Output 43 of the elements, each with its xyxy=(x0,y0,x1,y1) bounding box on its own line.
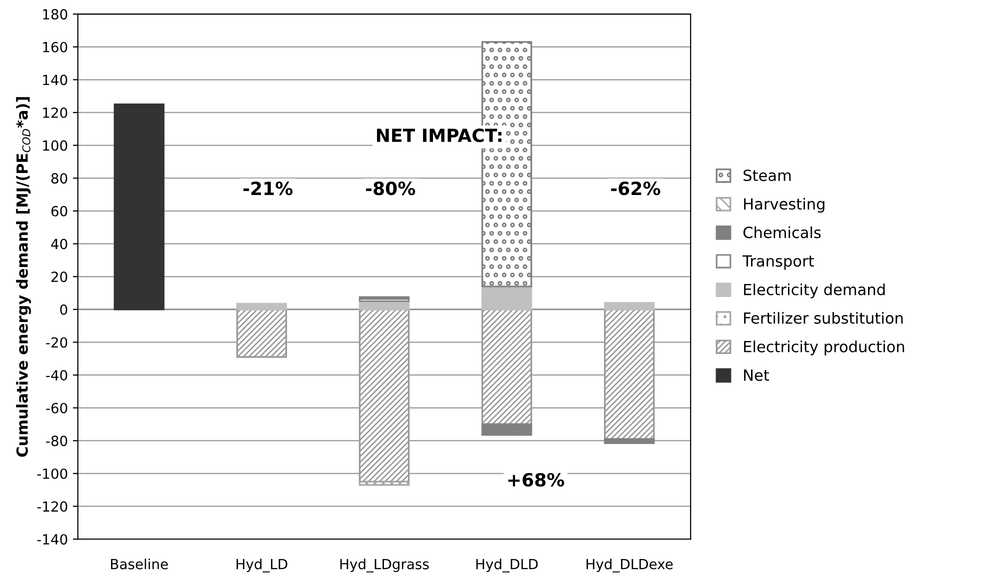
x-tick-label: Hyd_LDgrass xyxy=(340,558,429,572)
legend-label: Chemicals xyxy=(743,226,821,238)
y-tick-label: -140 xyxy=(37,534,68,545)
y-tick-label: 100 xyxy=(43,140,68,151)
x-tick-label: Hyd_DLD xyxy=(476,558,538,572)
bar xyxy=(604,438,655,444)
y-tick-label: 160 xyxy=(43,42,68,52)
y-tick-label: 40 xyxy=(51,238,68,250)
y-tick-label: 20 xyxy=(51,272,68,282)
annotation: -21% xyxy=(243,182,293,196)
annotation: -62% xyxy=(611,182,660,196)
y-tick-label: -80 xyxy=(46,436,68,446)
bar xyxy=(236,302,288,310)
bar xyxy=(358,480,410,486)
legend-label: Transport xyxy=(742,255,814,270)
bar xyxy=(481,423,532,436)
bar xyxy=(604,302,655,310)
legend-label: Net xyxy=(744,370,770,381)
annotation: -80% xyxy=(366,182,416,196)
bar xyxy=(114,103,164,310)
bar xyxy=(481,286,532,310)
y-tick-label: -120 xyxy=(37,501,68,512)
y-tick-label: 0 xyxy=(60,304,68,315)
y-tick-label: -60 xyxy=(46,402,68,414)
legend-label: Harvesting xyxy=(744,198,824,213)
x-tick-label: Hyd_LD xyxy=(236,558,288,572)
x-tick-label: Hyd_DLDexe xyxy=(586,558,673,572)
legend-label: Electricity production xyxy=(744,340,904,356)
legend-label: Electricity demand xyxy=(744,283,885,298)
legend-label: Fertilizer substitution xyxy=(744,312,903,324)
annotation: +68% xyxy=(508,472,564,487)
y-tick-label: 80 xyxy=(51,173,68,184)
y-tick-label: 140 xyxy=(43,74,68,86)
y-tick-label: 180 xyxy=(43,9,68,20)
y-tick-label: -40 xyxy=(46,370,68,381)
x-tick-label: Baseline xyxy=(111,558,168,570)
y-tick-label: 120 xyxy=(43,107,68,118)
y-tick-label: 60 xyxy=(51,206,68,216)
y-tick-label: -100 xyxy=(37,468,68,479)
y-axis-title: Cumulative energy demand [MJ/(PE$_{COD}$*a)] xyxy=(16,97,31,457)
annotation: NET IMPACT: xyxy=(376,128,502,142)
y-tick-label: -20 xyxy=(46,337,68,348)
legend-label: Steam xyxy=(744,170,791,182)
